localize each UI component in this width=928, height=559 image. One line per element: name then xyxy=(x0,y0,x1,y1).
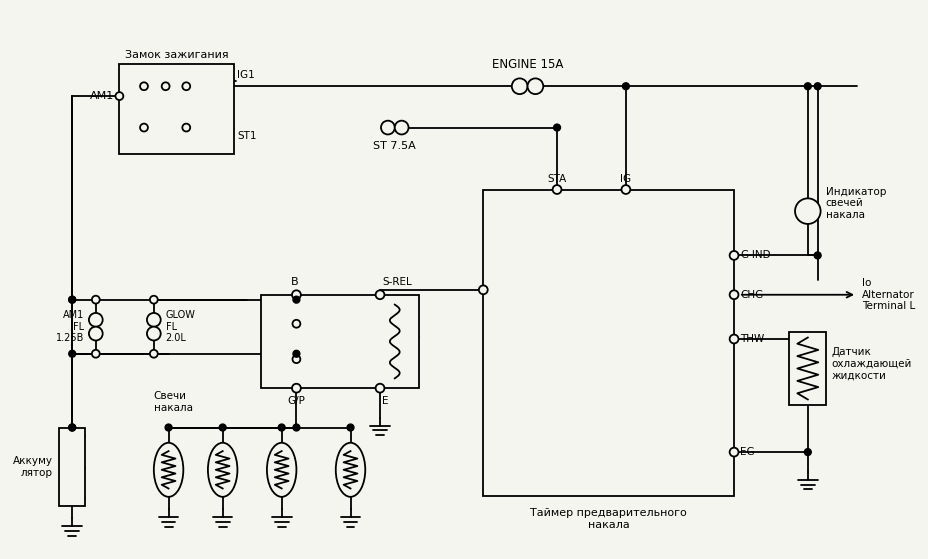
Bar xyxy=(120,64,234,154)
Text: Индикатор
свечей
накала: Индикатор свечей накала xyxy=(825,187,885,220)
Circle shape xyxy=(149,350,158,358)
Ellipse shape xyxy=(208,443,238,497)
Text: B: B xyxy=(290,277,298,287)
Circle shape xyxy=(147,313,161,326)
Circle shape xyxy=(292,424,300,431)
Circle shape xyxy=(89,313,103,326)
Circle shape xyxy=(728,290,738,299)
Circle shape xyxy=(165,424,172,431)
Text: E: E xyxy=(381,396,388,406)
Text: THW: THW xyxy=(740,334,764,344)
Circle shape xyxy=(375,383,384,392)
Circle shape xyxy=(527,78,543,94)
Circle shape xyxy=(728,448,738,457)
Circle shape xyxy=(380,121,394,135)
Text: AM1: AM1 xyxy=(90,91,114,101)
Text: Io
Alternator
Terminal L: Io Alternator Terminal L xyxy=(861,278,914,311)
Circle shape xyxy=(552,185,561,194)
Circle shape xyxy=(728,335,738,343)
Circle shape xyxy=(478,286,487,294)
Text: Таймер предварительного
накала: Таймер предварительного накала xyxy=(530,508,687,530)
Text: S-REL: S-REL xyxy=(489,274,519,284)
Ellipse shape xyxy=(154,443,183,497)
Circle shape xyxy=(115,92,123,100)
Text: GLOW
FL
2.0L: GLOW FL 2.0L xyxy=(165,310,195,343)
Text: IG: IG xyxy=(620,174,631,183)
Circle shape xyxy=(140,124,148,131)
Bar xyxy=(483,190,733,496)
Circle shape xyxy=(511,78,527,94)
Circle shape xyxy=(804,449,810,456)
Circle shape xyxy=(92,350,99,358)
Text: STA: STA xyxy=(547,174,566,183)
Circle shape xyxy=(161,82,170,90)
Text: Свечи
накала: Свечи накала xyxy=(154,391,193,413)
Circle shape xyxy=(291,383,301,392)
Circle shape xyxy=(149,296,158,304)
Circle shape xyxy=(277,424,285,431)
Text: G/P: G/P xyxy=(287,396,305,406)
Text: CHG: CHG xyxy=(740,290,763,300)
Circle shape xyxy=(292,350,300,357)
Bar xyxy=(59,428,84,506)
Text: Датчик
охлаждающей
жидкости: Датчик охлаждающей жидкости xyxy=(831,347,910,380)
Circle shape xyxy=(622,83,628,89)
Text: G-IND: G-IND xyxy=(740,250,769,260)
Text: AM1
FL
1.25B: AM1 FL 1.25B xyxy=(56,310,84,343)
Circle shape xyxy=(69,296,75,303)
Circle shape xyxy=(394,121,408,135)
Circle shape xyxy=(813,83,820,89)
Ellipse shape xyxy=(266,443,296,497)
Circle shape xyxy=(813,252,820,259)
Circle shape xyxy=(804,83,810,89)
Text: Замок зажигания: Замок зажигания xyxy=(124,50,228,60)
Circle shape xyxy=(140,82,148,90)
Text: IG1: IG1 xyxy=(238,70,255,80)
Circle shape xyxy=(69,424,75,431)
Circle shape xyxy=(69,296,75,303)
Text: РЕЛЕ
GLOW
PLUG: РЕЛЕ GLOW PLUG xyxy=(388,325,420,358)
Circle shape xyxy=(147,326,161,340)
Bar xyxy=(261,295,419,388)
Circle shape xyxy=(292,296,300,303)
Bar xyxy=(788,331,826,405)
Circle shape xyxy=(375,290,384,299)
Text: ST1: ST1 xyxy=(238,131,257,141)
Circle shape xyxy=(292,355,300,363)
Circle shape xyxy=(89,326,103,340)
Circle shape xyxy=(347,424,354,431)
Circle shape xyxy=(794,198,819,224)
Circle shape xyxy=(69,424,75,431)
Circle shape xyxy=(182,124,190,131)
Circle shape xyxy=(69,350,75,357)
Text: EG: EG xyxy=(740,447,754,457)
Circle shape xyxy=(292,320,300,328)
Text: S-REL: S-REL xyxy=(381,277,411,287)
Text: Аккуму
лятор: Аккуму лятор xyxy=(12,456,53,477)
Circle shape xyxy=(92,296,99,304)
Circle shape xyxy=(291,290,301,299)
Circle shape xyxy=(219,424,226,431)
Text: ENGINE 15A: ENGINE 15A xyxy=(491,58,562,70)
Ellipse shape xyxy=(335,443,365,497)
Circle shape xyxy=(621,185,629,194)
Circle shape xyxy=(553,124,560,131)
Text: ST 7.5A: ST 7.5A xyxy=(373,141,416,151)
Circle shape xyxy=(728,251,738,260)
Circle shape xyxy=(182,82,190,90)
